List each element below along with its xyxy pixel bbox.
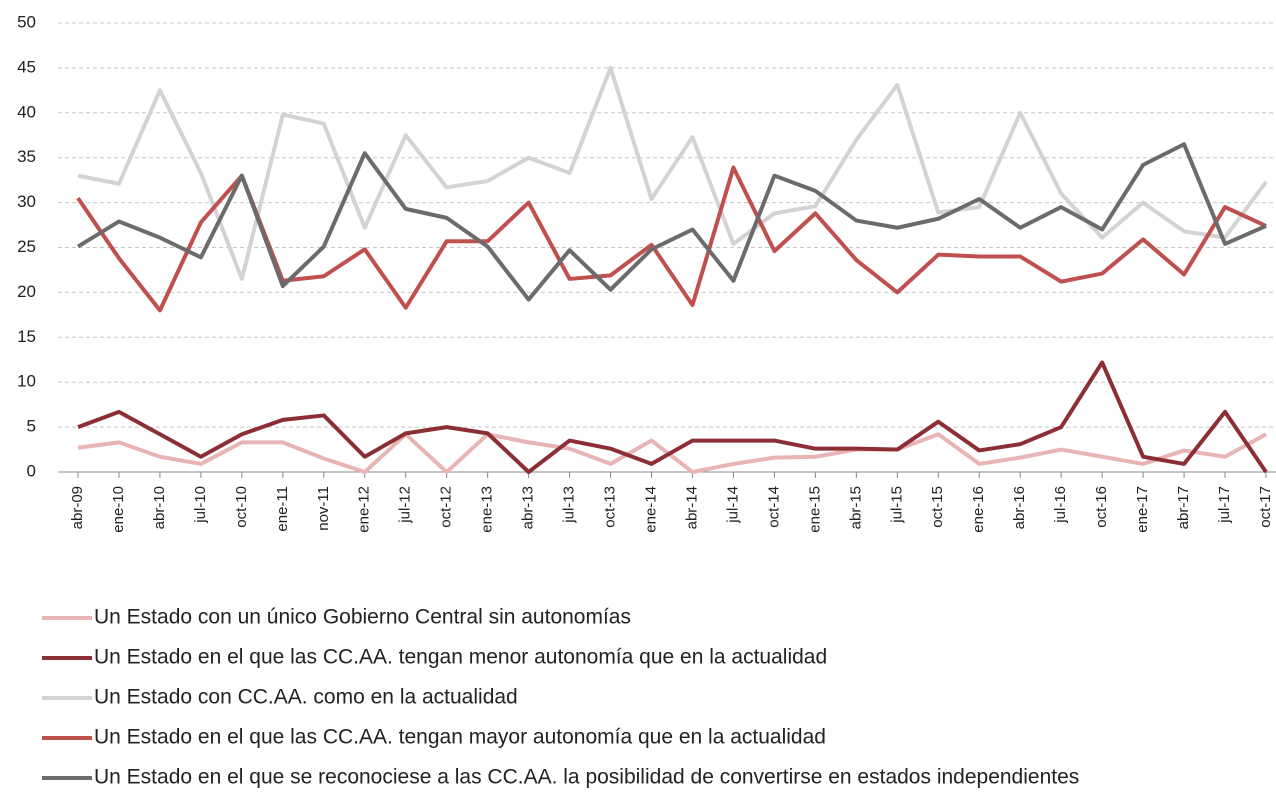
y-tick-label: 20 (17, 282, 36, 301)
x-tick-label: abr-13 (520, 486, 537, 529)
x-tick-label: ene-14 (642, 486, 659, 533)
x-tick-label: abr-14 (683, 486, 700, 529)
y-tick-label: 50 (17, 12, 36, 31)
series-line (77, 65, 1268, 281)
x-tick-label: jul-17 (1216, 486, 1233, 524)
y-tick-label: 30 (17, 192, 36, 211)
legend-label: Un Estado en el que se reconociese a las… (94, 766, 1079, 789)
x-tick-label: jul-15 (888, 486, 905, 524)
x-tick-label: ene-16 (970, 486, 987, 533)
x-tick-label: jul-10 (192, 486, 209, 524)
series-line (77, 432, 1267, 474)
y-tick-label: 45 (17, 57, 36, 76)
y-tick-label: 15 (17, 327, 36, 346)
x-tick-label: ene-15 (806, 486, 823, 533)
x-tick-label: oct-13 (602, 486, 619, 528)
legend-label: Un Estado con un único Gobierno Central … (94, 606, 631, 629)
y-tick-label: 0 (27, 461, 36, 480)
y-tick-label: 25 (17, 237, 36, 256)
legend-label: Un Estado en el que las CC.AA. tengan me… (94, 646, 827, 669)
x-tick-label: ene-13 (479, 486, 496, 533)
x-tick-label: oct-12 (438, 486, 455, 528)
x-tick-label: abr-15 (847, 486, 864, 529)
x-tick-label: ene-10 (110, 486, 127, 533)
x-tick-label: abr-16 (1011, 486, 1028, 529)
y-tick-label: 40 (17, 102, 36, 121)
x-tick-label: oct-16 (1093, 486, 1110, 528)
x-tick-label: oct-17 (1257, 486, 1274, 528)
x-tick-label: jul-16 (1052, 486, 1069, 524)
x-tick-label: oct-14 (765, 486, 782, 528)
y-tick-label: 5 (27, 417, 36, 436)
x-tick-label: abr-10 (151, 486, 168, 529)
y-tick-label: 10 (17, 372, 36, 391)
y-tick-label: 35 (17, 147, 36, 166)
x-tick-label: jul-12 (397, 486, 414, 524)
x-tick-label: abr-17 (1175, 486, 1192, 529)
x-tick-label: nov-11 (315, 486, 332, 531)
x-tick-label: ene-11 (274, 486, 291, 532)
x-tick-label: ene-17 (1134, 486, 1151, 533)
x-tick-label: ene-12 (356, 486, 373, 533)
series-line (77, 360, 1268, 474)
x-tick-label: jul-13 (561, 486, 578, 524)
x-tick-label: oct-10 (233, 486, 250, 528)
series-line (76, 142, 1267, 302)
legend-label: Un Estado con CC.AA. como en la actualid… (94, 686, 518, 709)
legend-label: Un Estado en el que las CC.AA. tengan ma… (94, 726, 826, 749)
x-tick-label: abr-09 (69, 486, 86, 529)
x-tick-label: oct-15 (929, 486, 946, 528)
x-tick-label: jul-14 (724, 486, 741, 524)
